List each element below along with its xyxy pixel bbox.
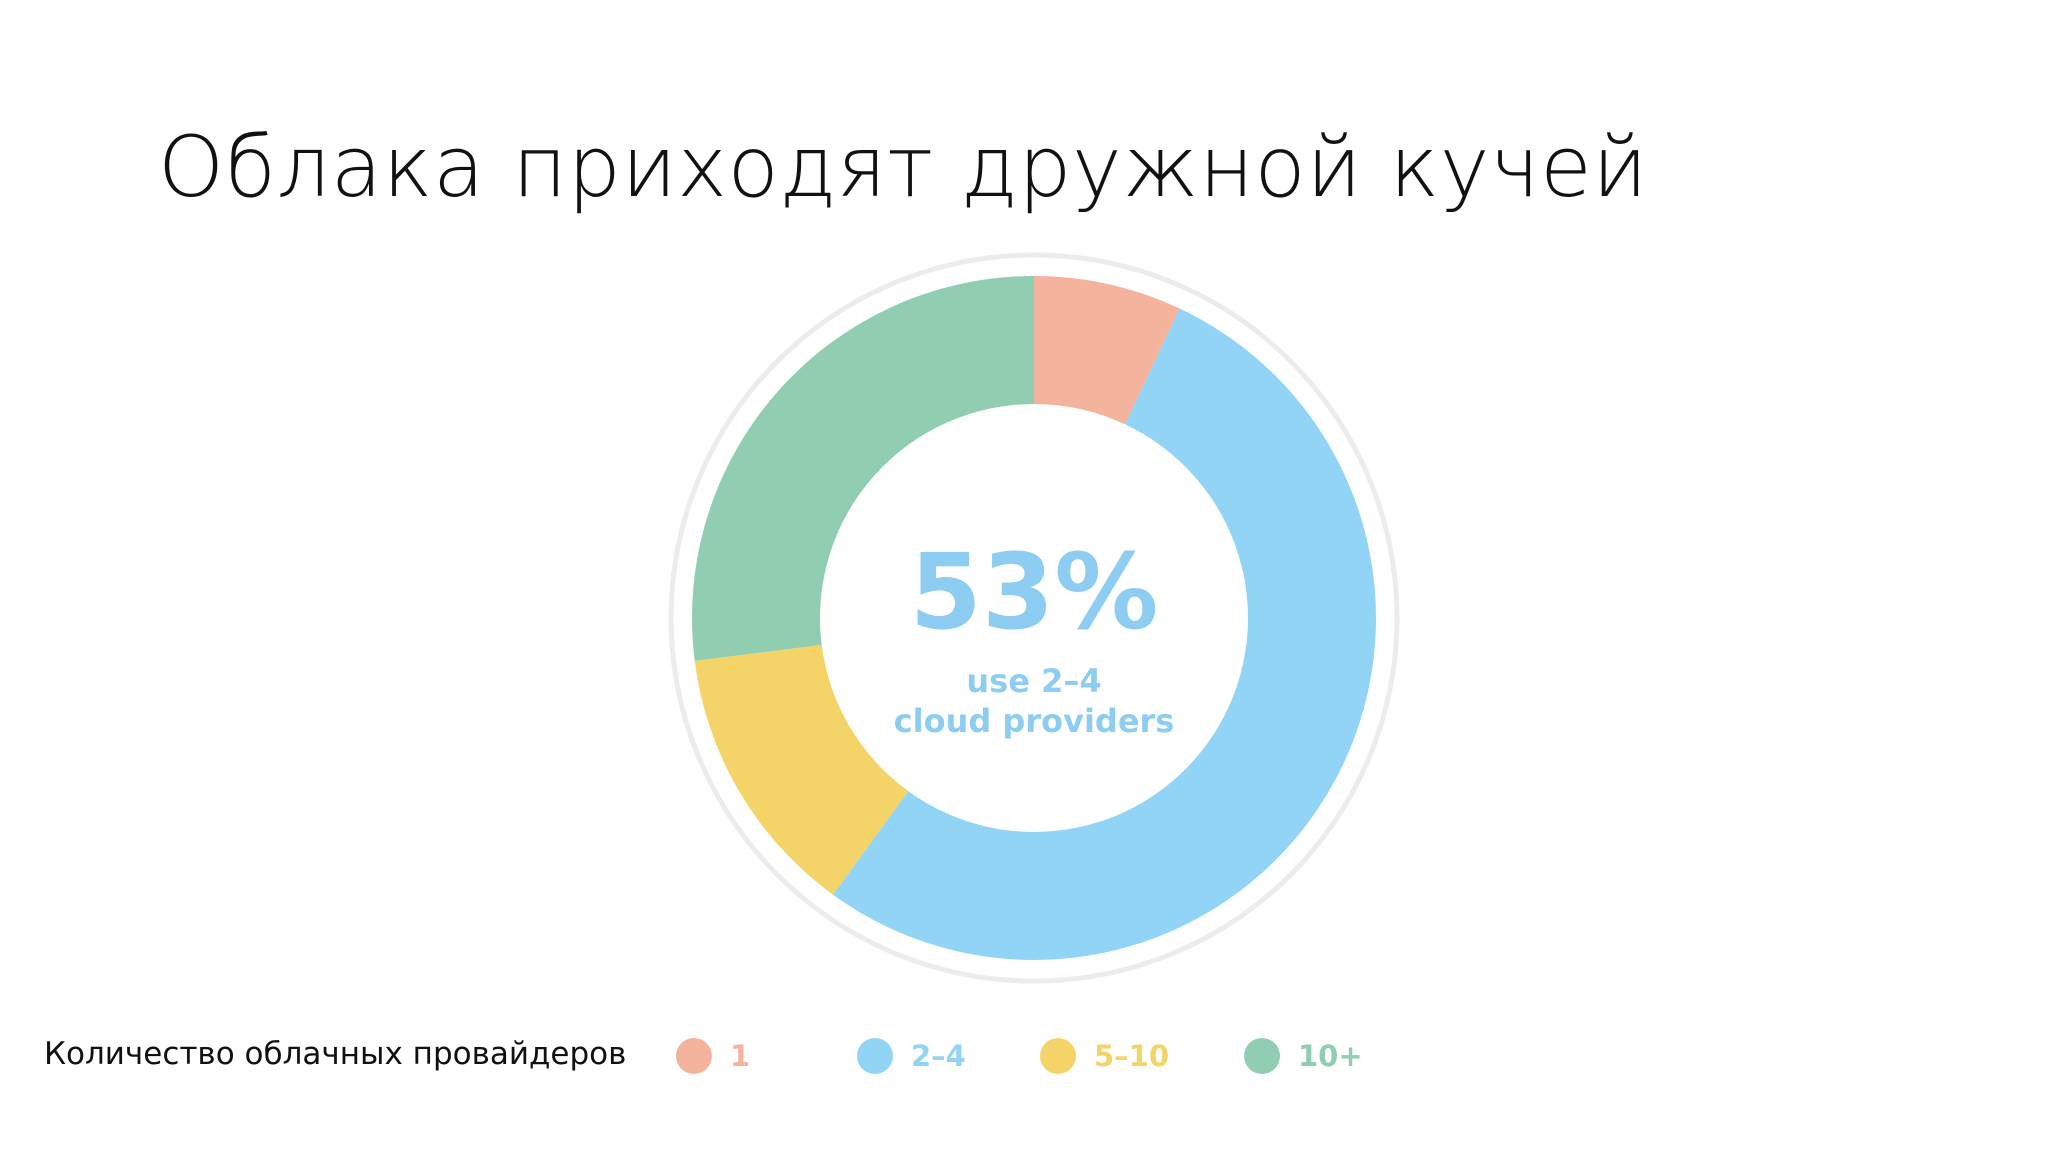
center-line-1: use 2–4	[966, 662, 1101, 700]
legend-label: 1	[730, 1039, 751, 1073]
donut-slices	[692, 276, 1376, 960]
legend-label: 10+	[1298, 1039, 1363, 1073]
donut-slice-3	[694, 644, 909, 895]
slide-title: Облака приходят дружной кучей	[158, 118, 1649, 216]
donut-slice-2	[832, 308, 1376, 960]
legend-swatch	[676, 1038, 712, 1074]
legend-label: 2–4	[911, 1039, 966, 1073]
legend-item-1: 1	[676, 1036, 750, 1076]
legend-swatch	[1040, 1038, 1076, 1074]
legend-swatch	[1244, 1038, 1280, 1074]
center-line-2: cloud providers	[894, 702, 1175, 740]
donut-slice-1	[1034, 276, 1180, 425]
donut-slice-4	[692, 276, 1034, 661]
legend-item-3: 5–10	[1040, 1036, 1169, 1076]
legend-item-2: 2–4	[857, 1036, 966, 1076]
center-percent: 53%	[910, 531, 1159, 653]
legend-label: 5–10	[1094, 1039, 1170, 1073]
legend-item-4: 10+	[1244, 1036, 1363, 1076]
legend-swatch	[857, 1038, 893, 1074]
legend-title: Количество облачных провайдеров	[44, 1036, 627, 1072]
chart-outer-ring	[668, 252, 1400, 984]
